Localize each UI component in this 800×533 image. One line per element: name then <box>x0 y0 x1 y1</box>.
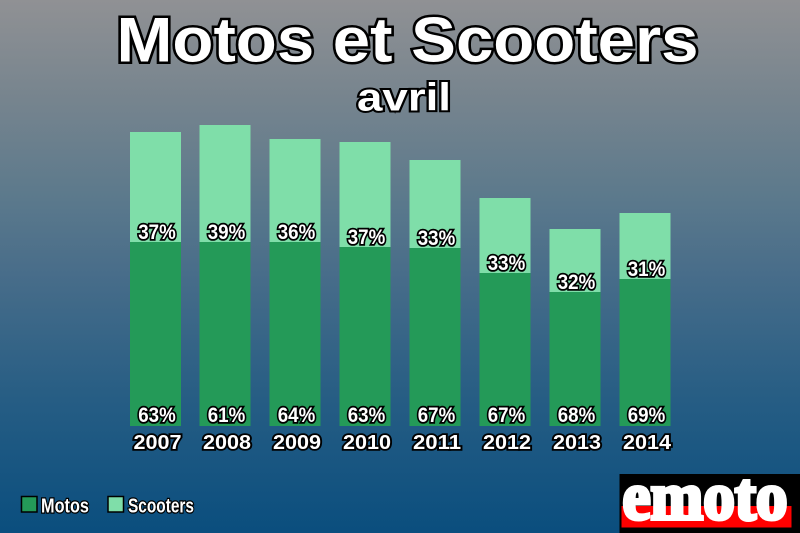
svg-text:36%: 36% <box>278 221 316 244</box>
svg-text:67%: 67% <box>488 404 526 427</box>
svg-text:2008: 2008 <box>203 432 251 454</box>
svg-text:69%: 69% <box>628 404 666 427</box>
svg-text:2012: 2012 <box>483 432 531 454</box>
svg-text:37%: 37% <box>138 221 176 244</box>
svg-text:emoto: emoto <box>623 458 788 533</box>
svg-text:63%: 63% <box>138 404 176 427</box>
svg-text:32%: 32% <box>558 271 596 294</box>
svg-text:Scooters: Scooters <box>128 496 194 518</box>
svg-text:68%: 68% <box>558 404 596 427</box>
svg-text:2010: 2010 <box>343 432 391 454</box>
svg-text:39%: 39% <box>208 221 246 244</box>
svg-text:61%: 61% <box>208 404 246 427</box>
svg-text:37%: 37% <box>348 226 386 249</box>
svg-text:2007: 2007 <box>134 432 182 454</box>
svg-text:33%: 33% <box>418 227 456 250</box>
svg-text:2009: 2009 <box>273 432 321 454</box>
svg-text:Motos et Scooters: Motos et Scooters <box>117 6 699 76</box>
svg-text:64%: 64% <box>278 404 316 427</box>
svg-text:avril: avril <box>357 77 451 120</box>
svg-text:2014: 2014 <box>623 432 672 454</box>
svg-text:33%: 33% <box>488 252 526 275</box>
svg-text:67%: 67% <box>418 404 456 427</box>
svg-text:2011: 2011 <box>413 432 461 454</box>
svg-text:31%: 31% <box>628 258 666 281</box>
svg-text:63%: 63% <box>348 404 386 427</box>
svg-text:Motos: Motos <box>41 496 89 518</box>
svg-text:2013: 2013 <box>553 432 601 454</box>
